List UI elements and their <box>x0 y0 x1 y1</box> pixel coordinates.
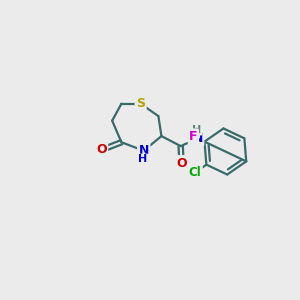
Text: O: O <box>96 143 107 157</box>
Text: Cl: Cl <box>189 166 201 179</box>
Text: S: S <box>136 97 145 110</box>
Text: O: O <box>176 157 187 169</box>
Text: H: H <box>138 154 148 164</box>
Text: N: N <box>193 132 203 145</box>
Text: H: H <box>192 125 202 135</box>
Text: N: N <box>139 144 149 157</box>
Text: F: F <box>189 130 198 143</box>
